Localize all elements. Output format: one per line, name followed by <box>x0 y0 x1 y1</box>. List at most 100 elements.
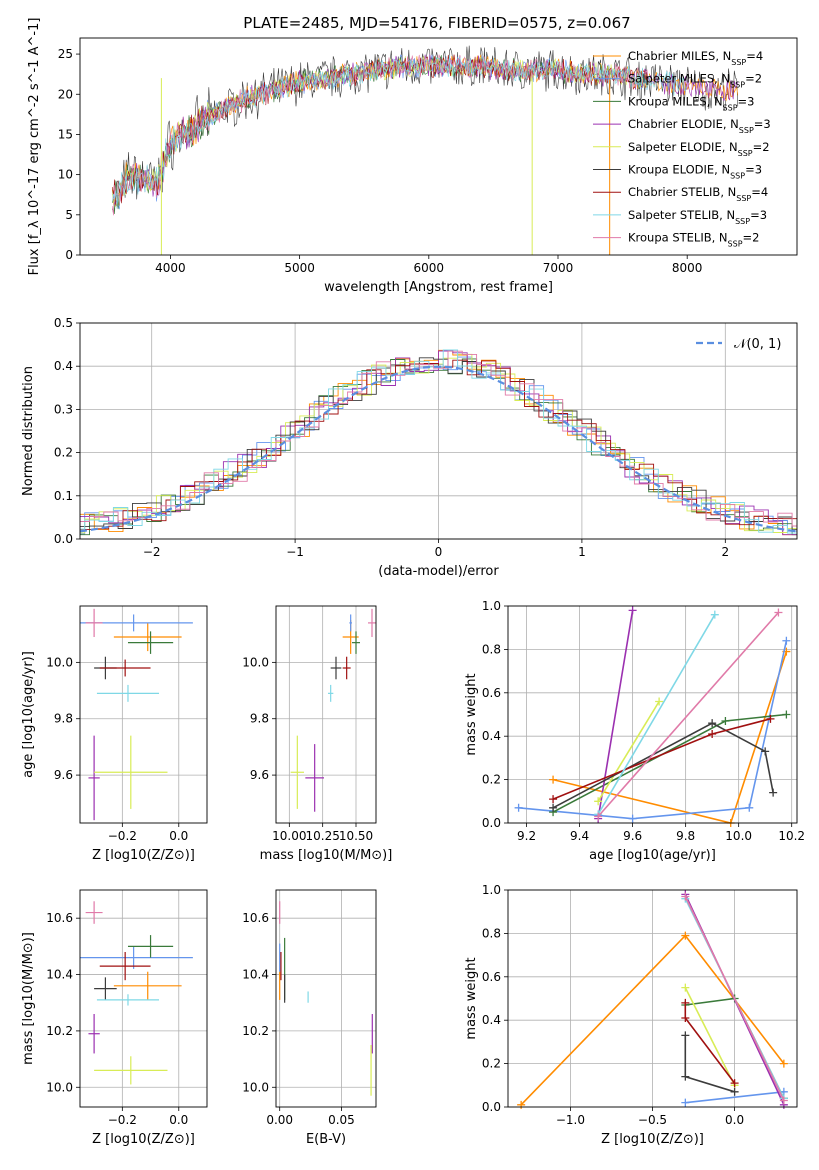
y-tick-label: 9.8 <box>250 712 269 726</box>
weight-point-marker <box>681 1014 690 1023</box>
weight-point-marker <box>710 610 719 619</box>
y-tick-label: 0 <box>65 248 73 262</box>
legend-label: Chabrier STELIB, NSSP=4 <box>628 185 768 203</box>
weight-point-marker <box>517 1100 526 1109</box>
y-tick-label: 0.3 <box>54 402 73 416</box>
weight-series-line <box>552 722 774 809</box>
y-tick-label: 0.0 <box>482 1100 501 1114</box>
weight-point-marker <box>655 697 664 706</box>
weight-point-marker <box>681 1072 690 1081</box>
x-tick-label: 9.8 <box>676 829 695 843</box>
x-tick-label: 1 <box>578 545 586 559</box>
y-tick-label: 0.1 <box>54 489 73 503</box>
x-tick-label: −1 <box>286 545 304 559</box>
x-tick-label: 0 <box>435 545 443 559</box>
x-tick-label: 0.00 <box>266 1113 293 1127</box>
y-axis-label: Flux [f_λ 10^-17 erg cm^-2 s^-1 A^-1] <box>27 18 42 276</box>
x-axis-label: age [log10(age/yr)] <box>589 848 716 863</box>
plot-frame <box>79 889 208 1108</box>
plot-frame <box>507 605 798 824</box>
x-tick-label: 9.4 <box>570 829 589 843</box>
legend-label: Salpeter MILES, NSSP=2 <box>628 72 762 90</box>
x-tick-label: −0.5 <box>638 1113 667 1127</box>
weight-point-marker <box>549 803 558 812</box>
y-tick-label: 10.0 <box>46 655 73 669</box>
x-tick-label: 7000 <box>543 261 574 275</box>
panel-weight_vs_Z: −1.0 −0.5 0.0 0.0 0.2 0.4 0.6 0.8 1.0 Z [log10(Z/… <box>464 883 798 1147</box>
x-axis-label: Z [log10(Z/Z⊙)] <box>92 848 195 863</box>
residual-histogram <box>80 353 797 534</box>
y-tick-label: 10.2 <box>46 1024 73 1038</box>
y-tick-label: 0.5 <box>54 316 73 330</box>
figure-title: PLATE=2485, MJD=54176, FIBERID=0575, z=0… <box>243 14 630 32</box>
weight-point-marker <box>681 998 690 1007</box>
weight-point-marker <box>681 1031 690 1040</box>
x-axis-label: Z [log10(Z/Z⊙)] <box>601 1132 704 1147</box>
plot-frame <box>79 37 798 256</box>
x-tick-label: 10.0 <box>725 829 752 843</box>
weight-point-marker <box>782 636 791 645</box>
x-tick-label: −0.2 <box>108 829 137 843</box>
legend-label: Chabrier MILES, NSSP=4 <box>628 49 763 67</box>
residual-histogram <box>80 359 797 530</box>
x-tick-label: 8000 <box>672 261 703 275</box>
y-tick-label: 10 <box>58 168 73 182</box>
weight-point-marker <box>681 892 690 901</box>
panel-spectrum: 4000 5000 6000 7000 8000 0 5 10 15 20 25 wavelength… <box>27 18 798 295</box>
y-tick-label: 0.6 <box>482 686 501 700</box>
panel-mass_vs_Z: −0.2 0.0 10.0 10.2 10.4 10.6 Z [log10(Z/Z⊙)] ma… <box>21 889 208 1147</box>
x-tick-label: 5000 <box>284 261 315 275</box>
y-tick-label: 10.2 <box>242 1024 269 1038</box>
y-tick-label: 0.8 <box>482 926 501 940</box>
x-tick-label: 9.6 <box>623 829 642 843</box>
legend-label: Kroupa ELODIE, NSSP=3 <box>628 163 762 181</box>
weight-point-marker <box>681 931 690 940</box>
x-axis-label: E(B-V) <box>306 1132 346 1147</box>
legend-label: Salpeter STELIB, NSSP=3 <box>628 208 767 226</box>
weight-point-marker <box>681 983 690 992</box>
x-tick-label: 0.05 <box>328 1113 355 1127</box>
y-axis-label: mass [log10(M/M⊙)] <box>21 932 36 1065</box>
y-tick-label: 10.0 <box>242 1080 269 1094</box>
y-tick-label: 10.0 <box>46 1080 73 1094</box>
weight-series-line <box>597 611 779 818</box>
y-tick-label: 10.4 <box>46 968 73 982</box>
y-axis-label: mass weight <box>464 673 479 755</box>
weight-point-marker <box>769 788 778 797</box>
weight-point-marker <box>708 719 717 728</box>
weight-point-marker <box>514 803 523 812</box>
weight-point-marker <box>779 1059 788 1068</box>
weight-series-line <box>685 1091 784 1104</box>
y-tick-label: 0.8 <box>482 642 501 656</box>
x-tick-label: 4000 <box>155 261 186 275</box>
plot-frame <box>507 889 798 1108</box>
weight-point-marker <box>628 814 637 823</box>
x-axis-label: mass [log10(M/M⊙)] <box>260 848 393 863</box>
x-tick-label: 0.0 <box>169 829 188 843</box>
legend-label: Kroupa STELIB, NSSP=2 <box>628 231 759 249</box>
y-tick-label: 0.0 <box>482 816 501 830</box>
x-tick-label: −0.2 <box>108 1113 137 1127</box>
weight-series-line <box>597 610 634 819</box>
y-tick-label: 9.6 <box>250 768 269 782</box>
panel-age_vs_Z: −0.2 0.0 9.6 9.8 10.0 Z [log10(Z/Z⊙)] age [log… <box>21 605 208 863</box>
y-tick-label: 1.0 <box>482 883 501 897</box>
panel-residuals: −2 −1 0 1 2 0.0 0.1 0.2 0.3 0.4 0.5 (data-model)/er… <box>21 316 798 579</box>
weight-series-line <box>597 701 660 802</box>
weight-series-line <box>684 896 785 1101</box>
x-tick-label: −2 <box>143 545 161 559</box>
y-tick-label: 0.2 <box>482 773 501 787</box>
y-tick-label: 0.2 <box>482 1057 501 1071</box>
weight-point-marker <box>730 1079 739 1088</box>
x-axis-label: wavelength [Angstrom, rest frame] <box>324 280 553 295</box>
plot-frame <box>79 322 798 540</box>
x-tick-label: 10.00 <box>272 829 306 843</box>
plot-frame <box>275 889 377 1108</box>
y-tick-label: 0.6 <box>482 970 501 984</box>
weight-series-line <box>597 614 716 815</box>
legend-label: Salpeter ELODIE, NSSP=2 <box>628 140 770 158</box>
x-tick-label: 0.0 <box>169 1113 188 1127</box>
weight-point-marker <box>594 797 603 806</box>
y-tick-label: 0.4 <box>482 1013 501 1027</box>
